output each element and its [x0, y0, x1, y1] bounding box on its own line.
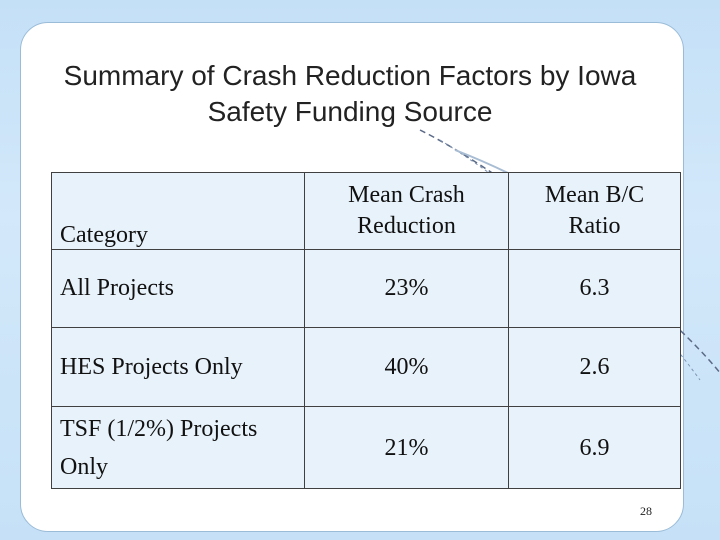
- category-cell: HES Projects Only: [51, 327, 305, 407]
- bc-ratio-cell: 6.9: [508, 406, 681, 489]
- slide-number: 28: [640, 504, 652, 518]
- table-header-row: Category Mean Crash Reduction Mean B/C R…: [51, 172, 681, 250]
- category-cell: All Projects: [51, 249, 305, 328]
- summary-table: Category Mean Crash Reduction Mean B/C R…: [51, 172, 681, 489]
- header-mean-bc-ratio: Mean B/C Ratio: [508, 172, 681, 250]
- crash-reduction-cell: 21%: [304, 406, 509, 489]
- crash-reduction-cell: 23%: [304, 249, 509, 328]
- category-cell: TSF (1/2%) Projects Only: [51, 406, 305, 489]
- table-row: All Projects 23% 6.3: [51, 249, 681, 328]
- header-mean-crash-reduction: Mean Crash Reduction: [304, 172, 509, 250]
- table-row: TSF (1/2%) Projects Only 21% 6.9: [51, 406, 681, 489]
- bc-ratio-cell: 6.3: [508, 249, 681, 328]
- slide-title: Summary of Crash Reduction Factors by Io…: [63, 60, 637, 127]
- table-row: HES Projects Only 40% 2.6: [51, 327, 681, 407]
- header-category: Category: [51, 172, 305, 250]
- crash-reduction-cell: 40%: [304, 327, 509, 407]
- bc-ratio-cell: 2.6: [508, 327, 681, 407]
